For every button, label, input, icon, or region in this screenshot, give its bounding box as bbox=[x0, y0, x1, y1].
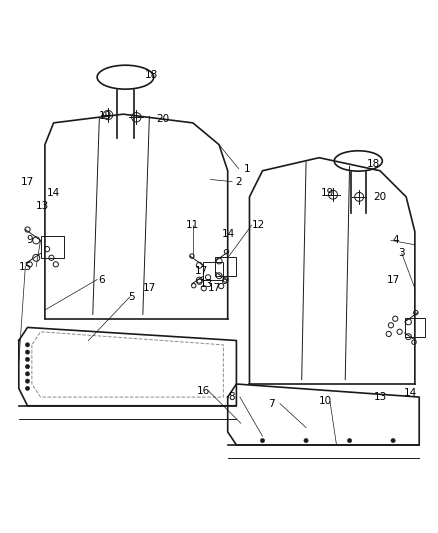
Circle shape bbox=[25, 386, 30, 391]
Circle shape bbox=[25, 343, 30, 347]
Circle shape bbox=[260, 439, 265, 443]
Text: 14: 14 bbox=[47, 188, 60, 198]
Circle shape bbox=[304, 439, 308, 443]
Text: 3: 3 bbox=[399, 248, 405, 259]
Text: 13: 13 bbox=[36, 200, 49, 211]
Text: 14: 14 bbox=[222, 229, 235, 239]
Circle shape bbox=[25, 365, 30, 369]
Text: 20: 20 bbox=[156, 114, 169, 124]
Text: 6: 6 bbox=[98, 274, 105, 285]
Text: 4: 4 bbox=[392, 236, 399, 245]
Text: 18: 18 bbox=[145, 70, 158, 80]
Text: 8: 8 bbox=[229, 392, 235, 402]
Text: 16: 16 bbox=[197, 385, 210, 395]
Text: 17: 17 bbox=[208, 283, 221, 293]
Text: 17: 17 bbox=[143, 283, 156, 293]
Circle shape bbox=[391, 439, 395, 443]
Circle shape bbox=[25, 372, 30, 376]
Text: 18: 18 bbox=[367, 159, 380, 169]
Text: 13: 13 bbox=[374, 392, 387, 402]
Text: 17: 17 bbox=[386, 274, 400, 285]
Text: 11: 11 bbox=[186, 220, 200, 230]
Text: 5: 5 bbox=[129, 292, 135, 302]
Text: 17: 17 bbox=[21, 176, 34, 187]
Text: 10: 10 bbox=[319, 397, 332, 407]
Circle shape bbox=[25, 350, 30, 354]
Text: 17: 17 bbox=[195, 266, 208, 276]
Text: 15: 15 bbox=[19, 262, 32, 271]
Text: 13: 13 bbox=[199, 279, 212, 289]
Text: 20: 20 bbox=[374, 192, 387, 202]
Text: 14: 14 bbox=[404, 387, 417, 398]
Text: 19: 19 bbox=[321, 188, 335, 198]
Text: 1: 1 bbox=[244, 164, 251, 174]
Circle shape bbox=[25, 379, 30, 383]
Text: 7: 7 bbox=[268, 399, 275, 409]
Text: 12: 12 bbox=[251, 220, 265, 230]
Circle shape bbox=[25, 357, 30, 361]
Text: 19: 19 bbox=[99, 111, 113, 122]
Text: 2: 2 bbox=[235, 176, 242, 187]
Text: 9: 9 bbox=[26, 236, 33, 245]
Circle shape bbox=[347, 439, 352, 443]
